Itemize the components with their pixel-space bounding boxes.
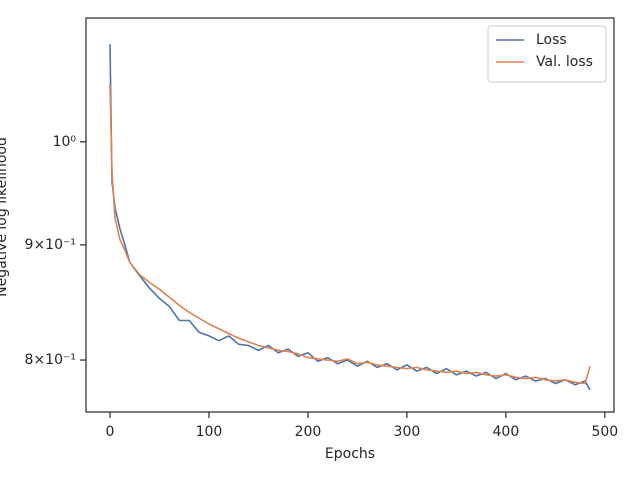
- x-tick-label: 400: [493, 424, 520, 440]
- x-tick-label: 300: [394, 424, 421, 440]
- plot-frame: [85, 17, 615, 413]
- y-axis-label: Negative log likelihood: [0, 137, 10, 297]
- x-tick-label: 100: [196, 424, 223, 440]
- line-series: [109, 84, 591, 385]
- y-tick-label: 9×10⁻¹: [25, 237, 76, 253]
- x-tick-label: 500: [591, 424, 618, 440]
- x-axis-label: Epochs: [325, 446, 375, 462]
- x-tick-label: 200: [295, 424, 322, 440]
- legend-label: Val. loss: [536, 54, 593, 70]
- legend-label: Loss: [536, 32, 567, 48]
- line-series: [109, 44, 591, 391]
- y-tick-label: 8×10⁻¹: [25, 352, 76, 368]
- y-tick-label: 10⁰: [53, 134, 77, 150]
- x-tick-label: 0: [106, 424, 115, 440]
